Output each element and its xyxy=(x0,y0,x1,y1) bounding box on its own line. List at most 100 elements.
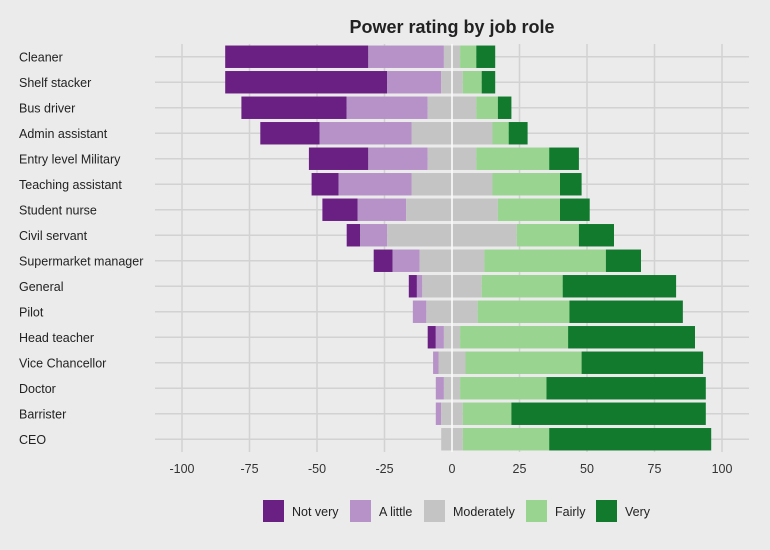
bar-segment xyxy=(568,326,695,349)
legend-swatch xyxy=(350,500,371,522)
bar-segment xyxy=(462,428,550,451)
legend-label: Not very xyxy=(292,505,339,519)
bar-segment xyxy=(465,351,582,374)
bar-segment xyxy=(476,147,550,170)
x-axis-ticks: -100 -75 -50 -25 0 25 50 75 100 xyxy=(169,462,732,476)
legend-label: Fairly xyxy=(555,505,586,519)
bar-segment xyxy=(460,326,569,349)
category-label: Shelf stacker xyxy=(19,76,91,90)
bar-segment xyxy=(511,402,706,425)
bar-segment xyxy=(387,71,442,94)
bar-segment xyxy=(346,224,361,247)
chart-title: Power rating by job role xyxy=(349,17,554,37)
category-label: CEO xyxy=(19,433,46,447)
bar-segment xyxy=(492,173,560,196)
legend-label: A little xyxy=(379,505,412,519)
bar-segment xyxy=(481,275,563,298)
category-label: General xyxy=(19,280,63,294)
bar-segment xyxy=(435,326,444,349)
bar-segment xyxy=(433,351,439,374)
category-label: Bus driver xyxy=(19,101,75,115)
legend-swatch xyxy=(424,500,445,522)
bar-segment xyxy=(346,96,428,119)
bar-segment xyxy=(319,122,412,145)
bar-segment xyxy=(462,71,482,94)
legend-swatch xyxy=(596,500,617,522)
category-label: Teaching assistant xyxy=(19,178,122,192)
x-tick-label: 75 xyxy=(648,462,662,476)
category-label: Civil servant xyxy=(19,229,88,243)
category-labels: Cleaner Shelf stacker Bus driver Admin assi… xyxy=(19,50,143,447)
category-label: Barrister xyxy=(19,407,66,421)
bar-segment xyxy=(560,173,582,196)
x-tick-label: -75 xyxy=(240,462,258,476)
x-tick-label: -25 xyxy=(375,462,393,476)
bar-segment xyxy=(373,249,393,272)
bar-segment xyxy=(338,173,412,196)
bar-segment xyxy=(549,147,579,170)
bar-segment xyxy=(260,122,320,145)
category-label: Head teacher xyxy=(19,331,94,345)
bars xyxy=(225,44,712,452)
category-label: Pilot xyxy=(19,305,44,319)
legend-label: Moderately xyxy=(453,505,516,519)
legend-swatch xyxy=(526,500,547,522)
category-label: Entry level Military xyxy=(19,152,121,166)
bar-segment xyxy=(392,249,420,272)
bar-segment xyxy=(225,45,369,68)
bar-segment xyxy=(357,198,407,221)
bar-segment xyxy=(462,402,512,425)
bar-segment xyxy=(311,173,339,196)
bar-segment xyxy=(435,377,444,400)
bar-segment xyxy=(408,275,417,298)
bar-segment xyxy=(549,428,712,451)
bar-segment xyxy=(308,147,369,170)
category-label: Doctor xyxy=(19,382,56,396)
bar-segment xyxy=(427,326,436,349)
bar-segment xyxy=(546,377,706,400)
category-label: Supermarket manager xyxy=(19,254,143,268)
bar-segment xyxy=(435,402,442,425)
legend: Not very A little Moderately Fairly Very xyxy=(263,500,651,522)
bar-segment xyxy=(560,198,590,221)
bar-segment xyxy=(476,96,498,119)
bar-segment xyxy=(368,45,444,68)
x-tick-label: 25 xyxy=(513,462,527,476)
x-tick-label: 50 xyxy=(580,462,594,476)
bar-segment xyxy=(497,198,560,221)
legend-swatch xyxy=(263,500,284,522)
bar-segment xyxy=(508,122,528,145)
bar-segment xyxy=(460,377,547,400)
bar-segment xyxy=(492,122,509,145)
bar-segment xyxy=(225,71,388,94)
x-tick-label: 0 xyxy=(449,462,456,476)
category-label: Vice Chancellor xyxy=(19,356,106,370)
bar-segment xyxy=(416,275,423,298)
bar-segment xyxy=(460,45,477,68)
legend-label: Very xyxy=(625,505,651,519)
bar-segment xyxy=(581,351,704,374)
bar-segment xyxy=(476,45,496,68)
x-tick-label: 100 xyxy=(712,462,733,476)
bar-segment xyxy=(516,224,579,247)
bar-segment xyxy=(322,198,358,221)
bar-segment xyxy=(360,224,388,247)
bar-segment xyxy=(484,249,606,272)
bar-segment xyxy=(481,71,496,94)
bar-segment xyxy=(412,300,427,323)
bar-segment xyxy=(241,96,347,119)
bar-segment xyxy=(477,300,570,323)
bar-segment xyxy=(605,249,641,272)
category-label: Student nurse xyxy=(19,203,97,217)
category-label: Admin assistant xyxy=(19,127,108,141)
x-tick-label: -50 xyxy=(308,462,326,476)
category-label: Cleaner xyxy=(19,50,63,64)
bar-segment xyxy=(569,300,683,323)
bar-segment xyxy=(562,275,677,298)
bar-segment xyxy=(368,147,428,170)
bar-segment xyxy=(578,224,614,247)
bar-segment xyxy=(497,96,512,119)
x-tick-label: -100 xyxy=(169,462,194,476)
